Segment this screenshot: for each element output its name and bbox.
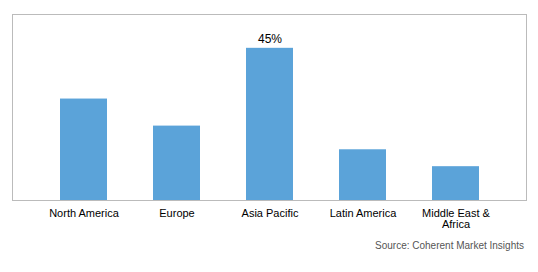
html-text:Source: Coherent Market Insigh: Source: Coherent Market Insights [375,240,524,251]
svg-text:North America: North America [49,207,120,219]
svg-text:Asia Pacific: Asia Pacific [242,207,299,219]
svg-text:Middle East &Africa: Middle East &Africa [422,207,491,230]
svg-text:Europe: Europe [159,207,194,219]
svg-text:Latin America: Latin America [330,207,398,219]
svg-text:45%: 45% [258,32,282,46]
